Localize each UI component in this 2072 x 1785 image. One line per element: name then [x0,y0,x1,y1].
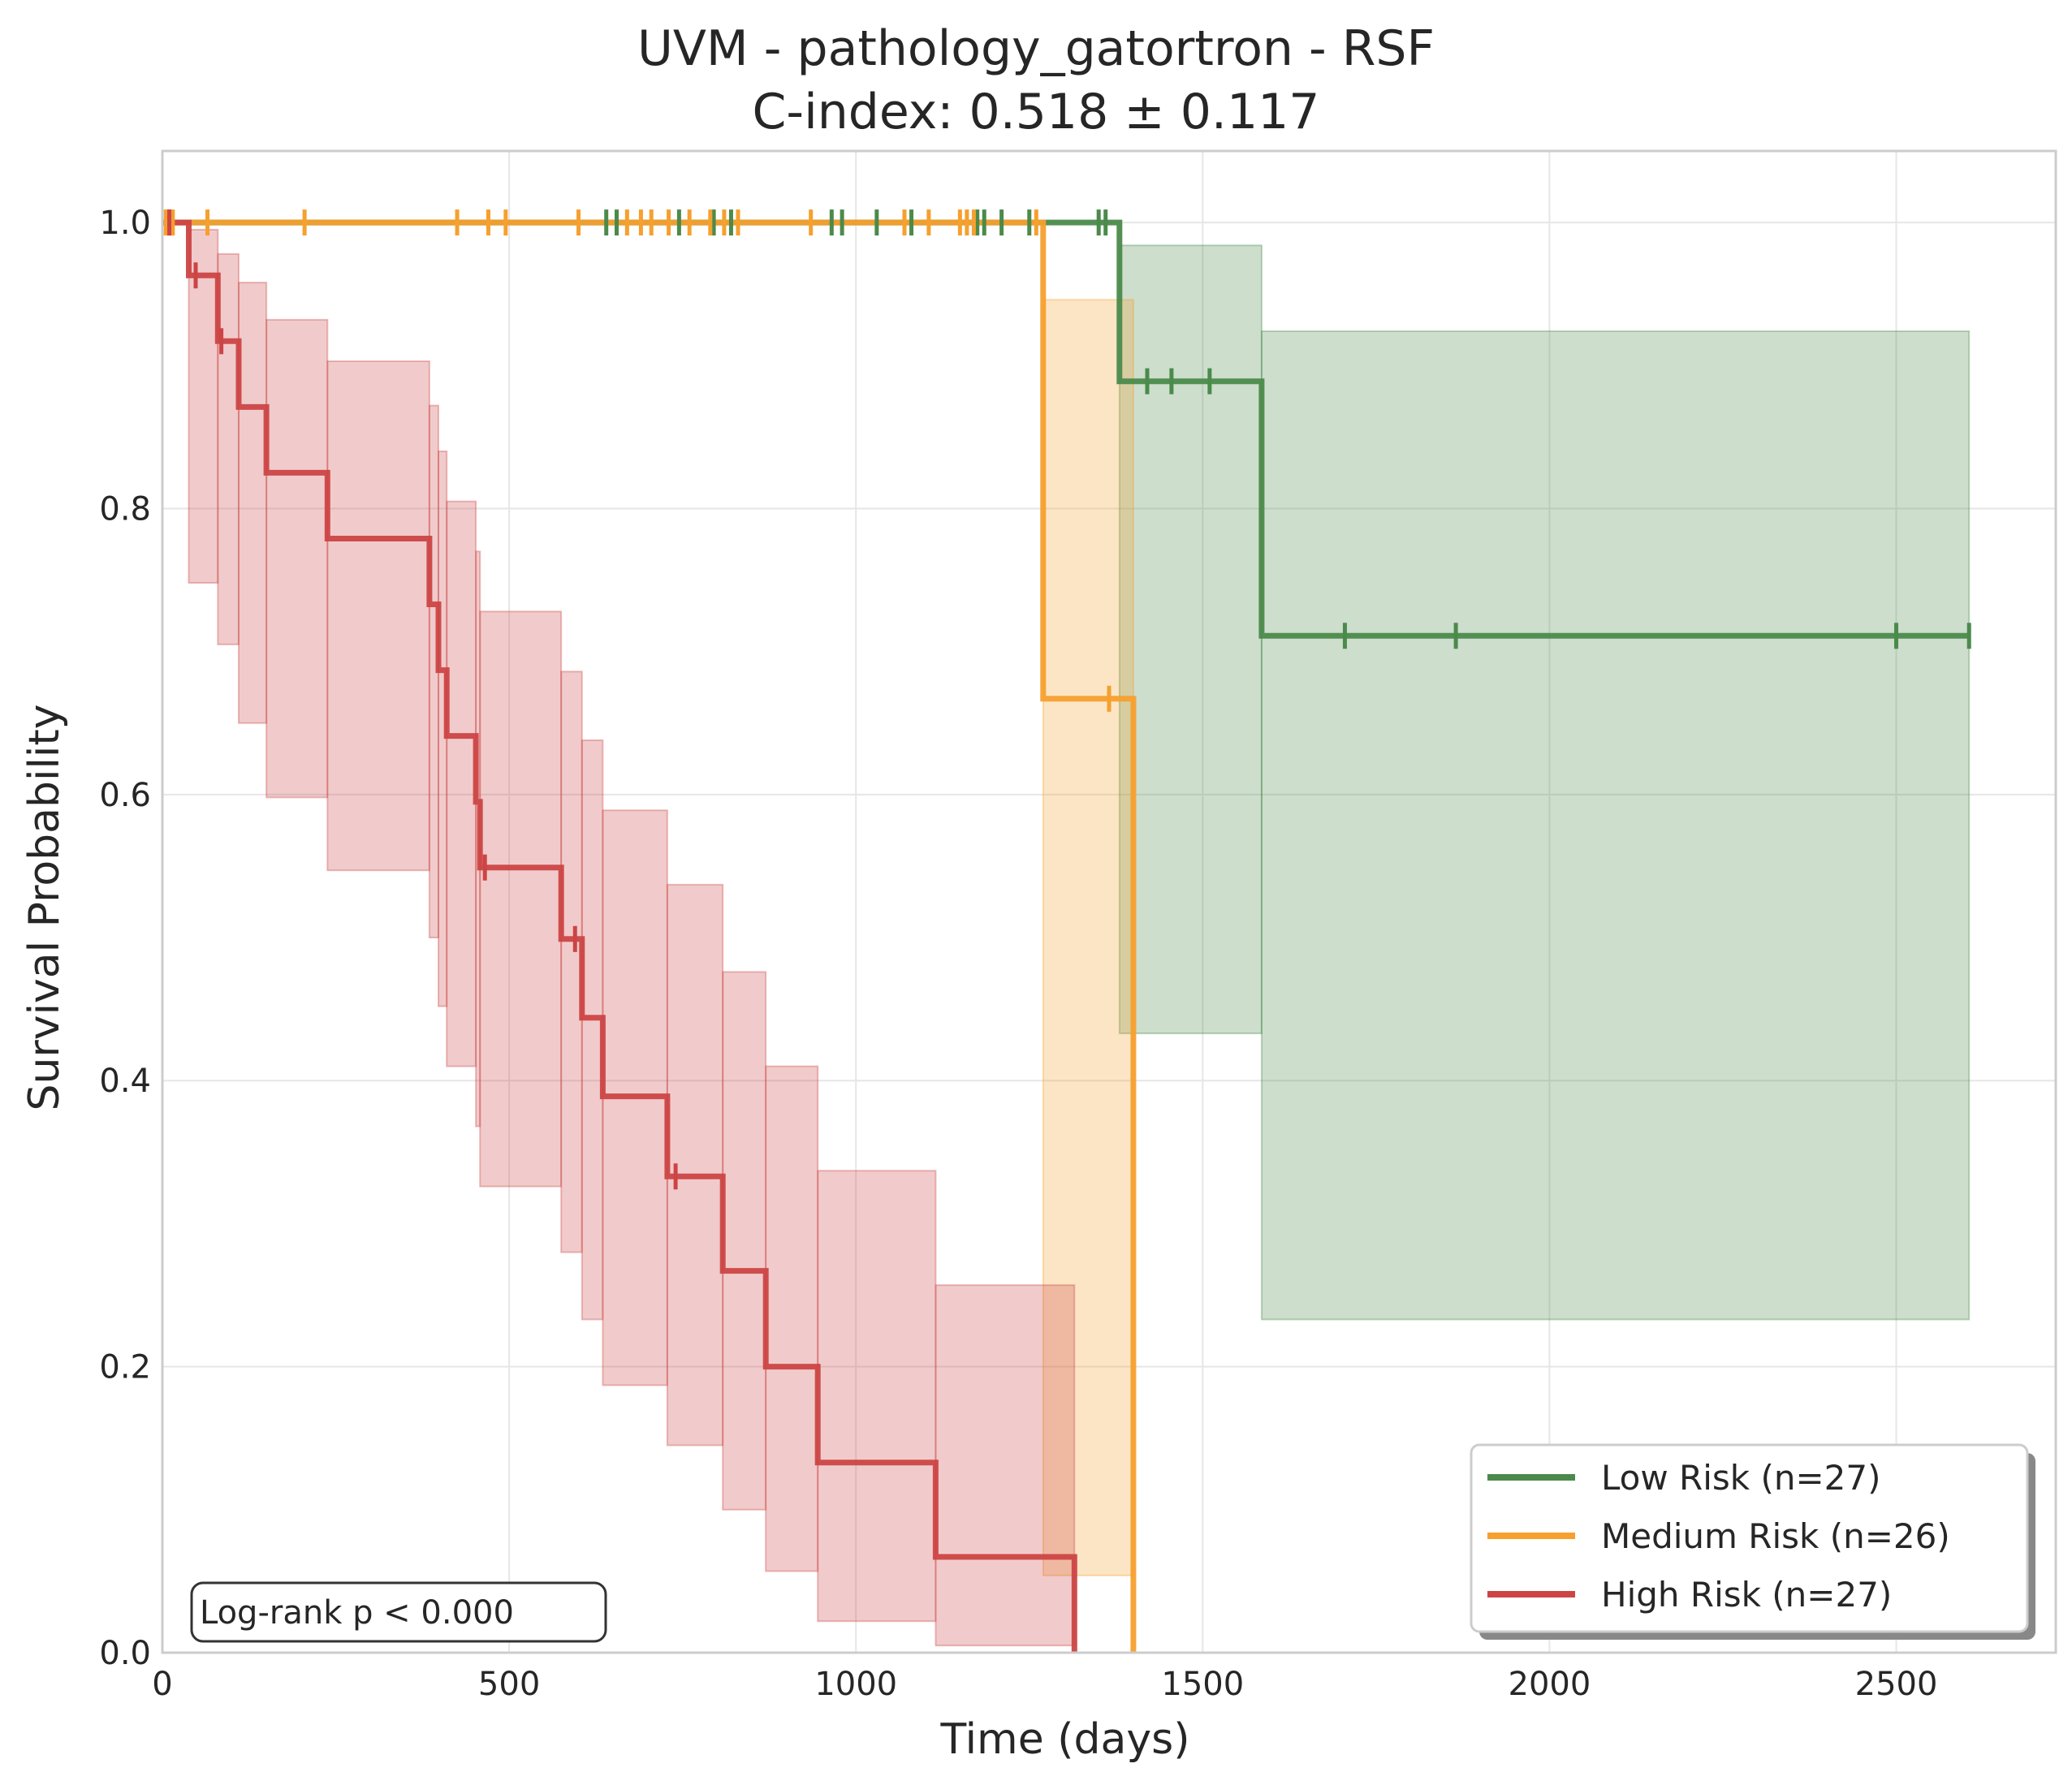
x-axis-label: Time (days) [939,1715,1189,1764]
x-tick-label: 2500 [1855,1666,1938,1703]
ci-segment [935,1284,1076,1647]
ci-segment [722,971,767,1511]
y-tick-label: 0.8 [99,490,151,528]
ci-segment [446,500,477,1067]
y-tick-label: 1.0 [99,205,151,242]
censor-marks-1 [163,209,1112,712]
survival-curve-2 [162,219,1077,1653]
censor-marks-0 [167,209,1971,649]
x-tick-label: 0 [152,1666,172,1703]
ci-segment [265,318,329,799]
ci-segment [326,360,430,872]
plot-area: 0 500 1000 1500 2000 2500 0.0 0.2 0.4 0.6 0.8 1.0 Lo… [99,149,2057,1703]
chart-subtitle: C-index: 0.518 ± 0.117 [753,84,1320,140]
x-tick-label: 500 [478,1666,540,1703]
ci-segment [479,610,563,1188]
x-tick-label: 1000 [814,1666,897,1703]
x-tick-label: 1500 [1161,1666,1244,1703]
ci-segment [237,282,268,724]
ci-band-1 [1042,299,1134,1576]
legend: Low Risk (n=27) Medium Risk (n=26) High Ri… [1470,1443,2035,1640]
legend-label: Medium Risk (n=26) [1601,1516,1950,1556]
plot-frame [161,149,2057,1654]
y-tick-label: 0.2 [99,1349,151,1386]
ci-segment [765,1065,819,1572]
ci-segment [581,739,604,1321]
ci-segment [188,228,219,584]
ci-segment [1042,299,1134,1576]
survival-curve-1 [162,219,1137,1653]
annotation-box [190,1581,607,1643]
logrank-annotation: Log-rank p < 0.000 [190,1581,607,1643]
y-tick-label: 0.4 [99,1063,151,1100]
ci-segment [217,252,240,645]
ci-band-0 [1118,244,1971,1321]
legend-label: High Risk (n=27) [1601,1575,1892,1615]
y-tick-label: 0.0 [99,1635,151,1672]
censor-marks-2 [167,209,678,1190]
ci-segment [1118,244,1263,1035]
ci-segment [1260,330,1971,1321]
legend-box [1470,1443,2029,1633]
chart-title: UVM - pathology_gatortron - RSF [637,20,1435,77]
annotation-text: Log-rank p < 0.000 [200,1594,514,1632]
y-axis-label: Survival Probability [20,704,69,1110]
ci-segment [817,1170,937,1623]
y-tick-label: 0.6 [99,777,151,814]
x-tick-label: 2000 [1509,1666,1591,1703]
ci-segment [560,670,583,1253]
legend-label: Low Risk (n=27) [1601,1458,1881,1498]
